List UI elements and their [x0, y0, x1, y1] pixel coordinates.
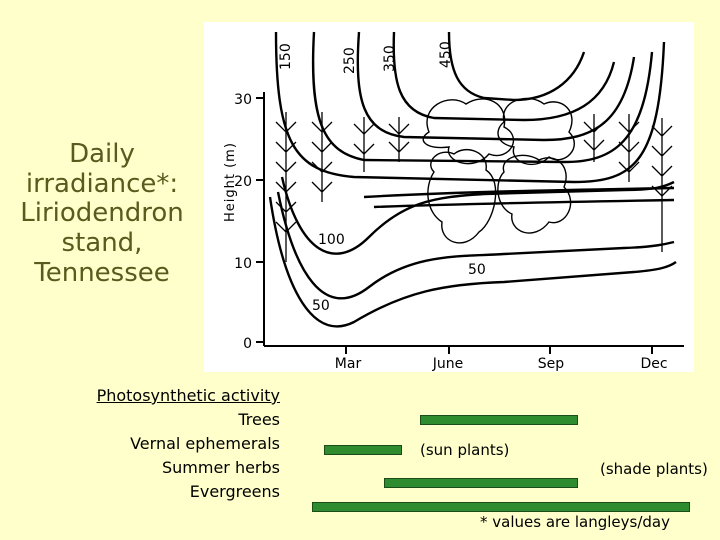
contour-label: 50	[312, 298, 330, 314]
title-line: Daily	[69, 139, 135, 169]
title-line: Tennessee	[34, 257, 170, 288]
x-ticks: Mar June Sep Dec	[335, 346, 668, 372]
bar-evergreens	[312, 502, 690, 512]
photosynthetic-legend: Photosynthetic activity Trees Vernal eph…	[40, 384, 280, 504]
contour-label: 150	[278, 43, 294, 70]
contour-label: 50	[468, 262, 486, 278]
tree-crowns	[422, 97, 575, 244]
title-line: irradiance*:	[25, 168, 179, 199]
bar-summer-herbs	[384, 478, 578, 488]
slide-title: Daily irradiance*: Liriodendron stand, T…	[4, 139, 200, 288]
y-axis-label: Height (m)	[223, 142, 238, 222]
legend-row-vernal: Vernal ephemerals	[130, 434, 280, 453]
legend-row-summer: Summer herbs	[161, 458, 280, 477]
conifer-marks	[275, 112, 673, 262]
contour-label: 100	[318, 232, 345, 248]
title-line: Liriodendron	[20, 198, 184, 229]
top-contour-labels: 150 250 350 450	[278, 41, 454, 74]
footnote: * values are langleys/day	[480, 513, 670, 531]
contour-lines	[268, 31, 677, 328]
y-tick-label: 10	[234, 256, 252, 272]
y-tick-label: 30	[234, 92, 252, 108]
sun-plants-note: (sun plants)	[420, 441, 510, 459]
y-ticks: 0 10 20 30	[234, 92, 264, 352]
contour-plot: 0 10 20 30 Height (m) Mar June Sep Dec 1…	[223, 31, 684, 372]
x-tick-label: June	[432, 356, 464, 372]
irradiance-contour-figure: 0 10 20 30 Height (m) Mar June Sep Dec 1…	[204, 22, 694, 372]
y-tick-label: 0	[243, 336, 252, 352]
shade-plants-note: (shade plants)	[600, 460, 708, 478]
legend-row-evergreens: Evergreens	[189, 482, 280, 501]
x-tick-label: Mar	[335, 356, 362, 372]
title-line: stand,	[61, 227, 143, 258]
legend-heading: Photosynthetic activity	[96, 386, 280, 405]
x-tick-label: Dec	[640, 356, 667, 372]
x-tick-label: Sep	[538, 356, 565, 372]
bar-vernal-ephemerals	[324, 445, 402, 455]
y-tick-label: 20	[234, 174, 252, 190]
bar-trees	[420, 415, 578, 425]
legend-row-trees: Trees	[238, 410, 280, 429]
contour-label: 250	[342, 47, 358, 74]
